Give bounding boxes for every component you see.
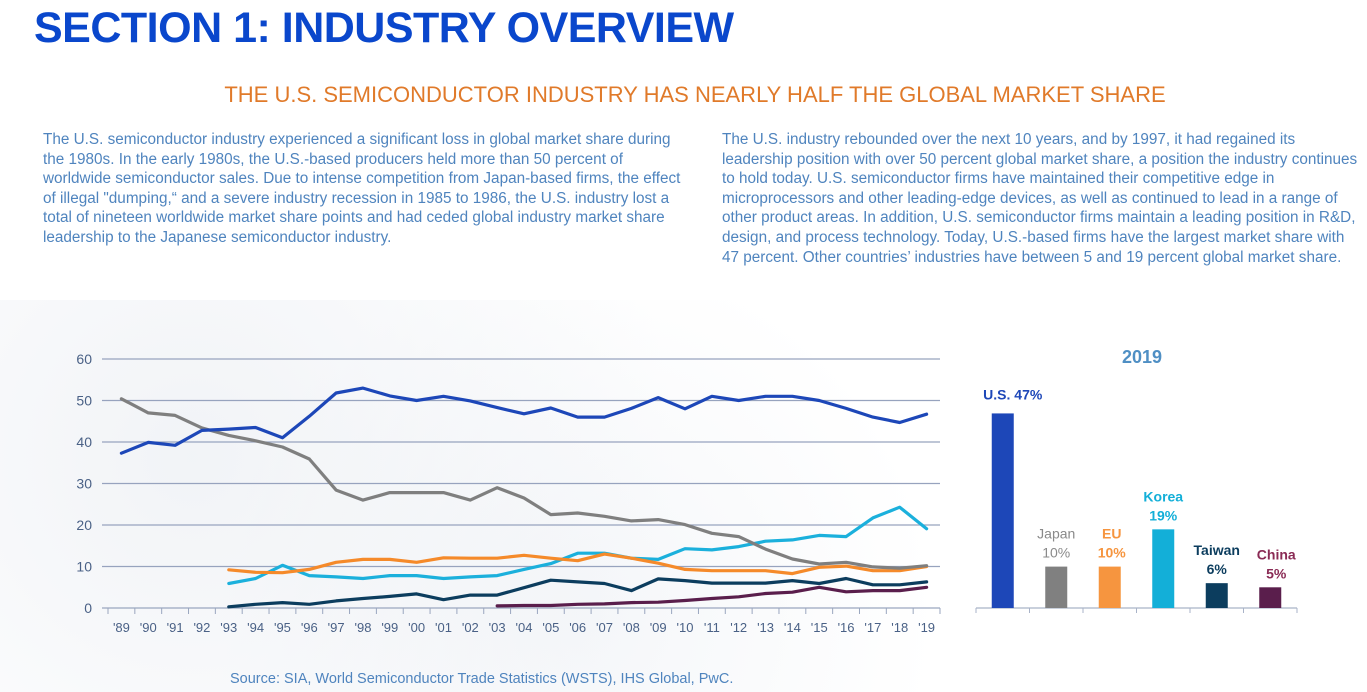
x-tick-label: '04 (516, 620, 533, 635)
x-tick-label: '18 (891, 620, 908, 635)
series-line (227, 505, 929, 586)
bar-group-us: U.S. 47% (983, 386, 1043, 608)
x-tick-label: '90 (140, 620, 157, 635)
x-tick-label: '10 (677, 620, 694, 635)
gridlines (102, 358, 940, 609)
bar-group-china: China 5% (1257, 546, 1296, 608)
series-china (495, 585, 929, 608)
y-tick-label: 30 (76, 476, 92, 492)
bar-chart-title: 2019 (1122, 347, 1162, 367)
bar-label-name: EU (1102, 526, 1121, 542)
market-share-2019-bar-chart: 2019 U.S. 47% Japan 10% EU 10% Korea 19% Taiwan 6… (975, 347, 1298, 613)
y-tick-label: 10 (76, 559, 92, 575)
market-share-line-chart: 0 10 20 30 40 50 60 '89 '90 '91 '92 '93 '94 '95 '96 '97… (76, 351, 941, 635)
x-axis: '89 '90 '91 '92 '93 '94 '95 '96 '97 '98 '99 '00 '01 '… (107, 608, 941, 635)
x-tick-label: '91 (167, 620, 184, 635)
x-tick-label: '89 (113, 620, 130, 635)
bar-label-value: 10% (1098, 545, 1127, 561)
x-tick-label: '02 (462, 620, 479, 635)
bar-group-eu: EU 10% (1098, 526, 1127, 608)
x-tick-label: '15 (811, 620, 828, 635)
x-tick-label: '17 (864, 620, 881, 635)
bar-label: U.S. 47% (983, 386, 1043, 402)
bar-label-value: 19% (1149, 507, 1178, 523)
y-tick-label: 60 (76, 351, 92, 367)
bar (991, 413, 1014, 608)
bar-label-name: Korea (1143, 488, 1183, 504)
y-axis-labels: 0 10 20 30 40 50 60 (76, 351, 92, 616)
x-tick-label: '97 (328, 620, 345, 635)
x-tick-label: '01 (435, 620, 452, 635)
series-us (119, 386, 929, 455)
x-tick-label: '16 (838, 620, 855, 635)
bar-label-value: 10% (1042, 545, 1070, 561)
bar-label-name: Taiwan (1194, 542, 1240, 558)
intro-paragraph-left: The U.S. semiconductor industry experien… (43, 131, 681, 246)
x-tick-label: '96 (301, 620, 318, 635)
bar-group-taiwan: Taiwan 6% (1194, 542, 1240, 608)
x-tick-label: '99 (381, 620, 398, 635)
x-tick-label: '06 (569, 620, 586, 635)
bar (1098, 566, 1121, 608)
series-line (227, 576, 929, 609)
source-note: Source: SIA, World Semiconductor Trade S… (230, 671, 734, 687)
bar (1045, 566, 1068, 608)
y-tick-label: 20 (76, 517, 92, 533)
series-japan (119, 397, 929, 570)
x-tick-label: '19 (918, 620, 935, 635)
series-taiwan (227, 576, 929, 609)
page-subtitle: THE U.S. SEMICONDUCTOR INDUSTRY HAS NEAR… (224, 82, 1166, 107)
x-tick-label: '00 (408, 620, 425, 635)
x-tick-label: '93 (220, 620, 237, 635)
y-tick-label: 40 (76, 434, 92, 450)
x-tick-label: '95 (274, 620, 291, 635)
bar (1152, 529, 1175, 608)
x-tick-label: '14 (784, 620, 801, 635)
bar-group-japan: Japan 10% (1037, 526, 1075, 608)
x-tick-label: '98 (354, 620, 371, 635)
x-tick-label: '09 (650, 620, 667, 635)
bar-label-value: 5% (1266, 565, 1287, 581)
x-tick-label: '94 (247, 620, 264, 635)
bar-label-value: 6% (1207, 561, 1228, 577)
x-tick-label: '92 (193, 620, 210, 635)
series-line (119, 386, 929, 455)
x-tick-label: '05 (542, 620, 559, 635)
series-line (495, 585, 929, 608)
bar-group-korea: Korea 19% (1143, 488, 1183, 608)
x-tick-label: '07 (596, 620, 613, 635)
series-korea (227, 505, 929, 586)
x-tick-label: '12 (730, 620, 747, 635)
intro-paragraph-right: The U.S. industry rebounded over the nex… (722, 131, 1358, 266)
y-tick-label: 0 (84, 600, 92, 616)
x-tick-label: '13 (757, 620, 774, 635)
bar-label-name: Japan (1037, 526, 1075, 542)
x-tick-label: '03 (489, 620, 506, 635)
x-tick-label: '11 (704, 620, 720, 635)
y-tick-label: 50 (76, 393, 92, 409)
bar-label-name: China (1257, 546, 1296, 562)
x-tick-label: '08 (623, 620, 640, 635)
bar (1259, 587, 1282, 608)
bar (1205, 583, 1228, 608)
series-eu (227, 552, 929, 576)
section-title: SECTION 1: INDUSTRY OVERVIEW (34, 4, 734, 52)
